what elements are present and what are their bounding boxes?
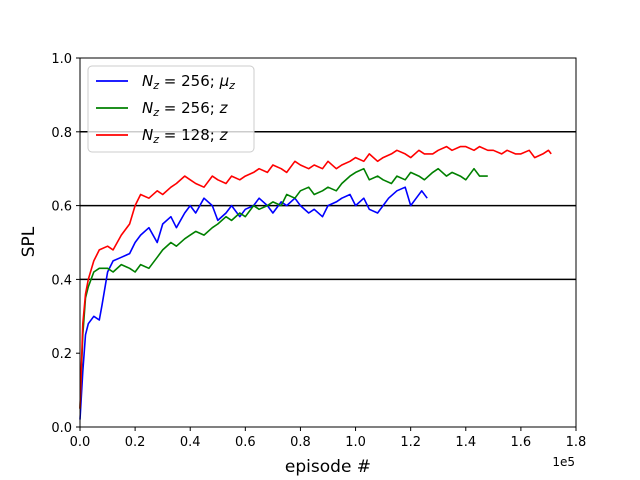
legend-label-1: Nz = 256; z [142,99,229,119]
x-tick-label-3: 0.6 [235,435,256,450]
y-tick-label-1: 0.2 [51,347,72,362]
x-tick-label-8: 1.6 [511,435,532,450]
x-offset-label: 1e5 [552,455,575,469]
x-tick-label-9: 1.8 [566,435,587,450]
legend: Nz = 256; μz Nz = 256; z Nz = 128; z [87,65,255,153]
x-tick-label-5: 1.0 [345,435,366,450]
legend-box [87,65,255,153]
x-axis-label: episode # [285,457,371,477]
series-lines [79,145,552,420]
x-tick-label-7: 1.4 [455,435,476,450]
y-tick-label-4: 0.8 [51,126,72,141]
legend-label-0: Nz = 256; μz [142,72,235,92]
x-tick-label-6: 1.2 [400,435,421,450]
x-tick-label-1: 0.2 [125,435,146,450]
x-axis-ticks: 0.0 0.2 0.4 0.6 0.8 1.0 1.2 1.4 1.6 1.8 [70,427,587,450]
y-tick-label-0: 0.0 [51,421,72,436]
legend-label-2: Nz = 128; z [142,126,229,146]
series-line-1 [79,167,488,409]
x-tick-label-2: 0.4 [180,435,201,450]
y-tick-label-2: 0.4 [51,273,72,288]
plot-frame [79,57,577,428]
x-tick-label-4: 0.8 [290,435,311,450]
x-tick-label-0: 0.0 [70,435,91,450]
y-tick-label-3: 0.6 [51,200,72,215]
y-axis-ticks: 0.0 0.2 0.4 0.6 0.8 1.0 [51,52,80,436]
series-line-0 [79,186,428,420]
series-line-2 [79,145,552,409]
y-axis-label: SPL [19,226,39,257]
y-tick-label-5: 1.0 [51,52,72,67]
